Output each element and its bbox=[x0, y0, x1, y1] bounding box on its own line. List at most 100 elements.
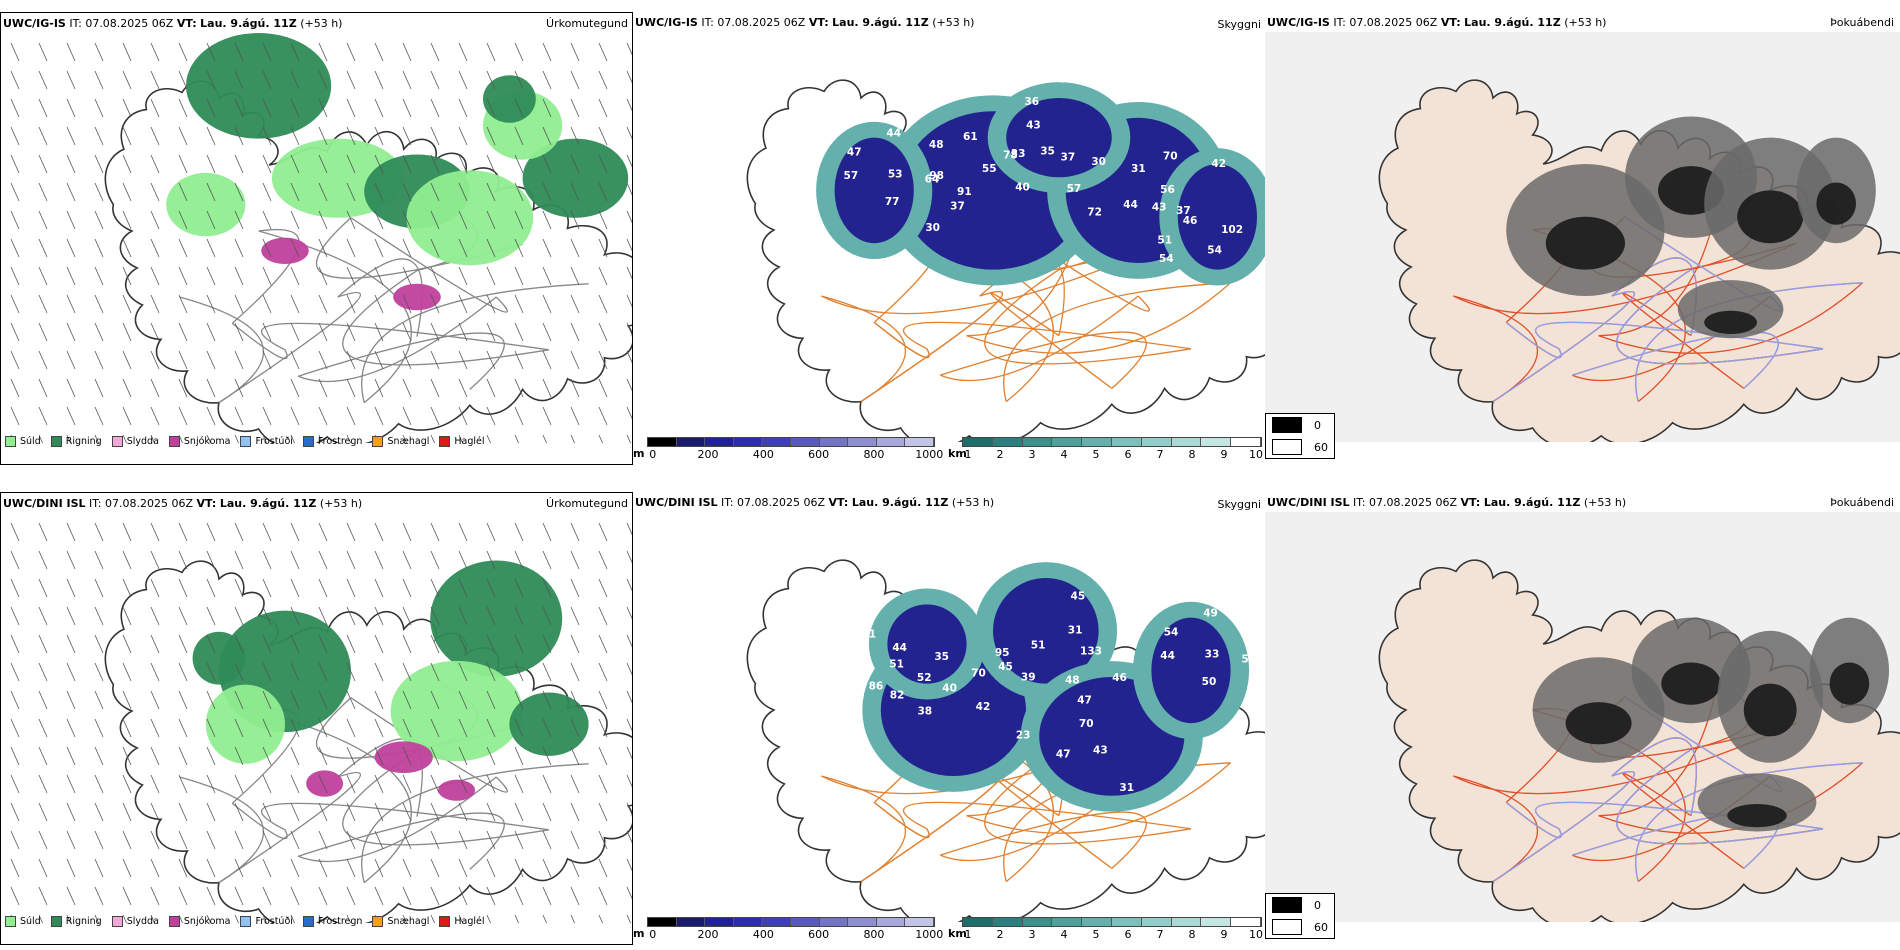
cloud-base-label: 102 bbox=[1221, 224, 1243, 236]
wind-barb bbox=[486, 830, 496, 850]
wind-barb bbox=[122, 914, 127, 923]
wind-barb bbox=[178, 126, 188, 146]
legend-item: Rigning bbox=[50, 916, 102, 927]
wind-barb bbox=[346, 98, 356, 118]
legend-label: Rigning bbox=[65, 436, 102, 447]
ceiling-panel-row2: UWC/DINI ISL IT: 07.08.2025 06Z VT: Lau.… bbox=[633, 492, 1265, 945]
wind-barb bbox=[626, 522, 632, 536]
wind-barb bbox=[374, 378, 384, 398]
cloud-base-label: 37 bbox=[1059, 73, 1074, 85]
wind-barb bbox=[318, 126, 328, 146]
fog-legend-swatch bbox=[1272, 897, 1302, 913]
wind-barb bbox=[150, 718, 160, 738]
wind-barb bbox=[178, 718, 188, 738]
wind-barb bbox=[150, 550, 160, 570]
wind-barb bbox=[94, 690, 104, 710]
wind-barb bbox=[598, 830, 608, 850]
cloud-base-label: 41 bbox=[861, 629, 876, 641]
colorbar-tick-label: 0 bbox=[649, 928, 657, 941]
road bbox=[966, 762, 1232, 834]
wind-barb bbox=[402, 886, 412, 906]
wind-barb bbox=[514, 434, 519, 443]
wind-barb bbox=[626, 690, 632, 704]
wind-barb bbox=[94, 830, 104, 850]
wind-barb bbox=[346, 886, 356, 906]
precip-area bbox=[306, 770, 344, 797]
legend-item: Haglél bbox=[439, 916, 485, 927]
cloud-base-label: 53 bbox=[888, 168, 903, 180]
wind-barb bbox=[206, 746, 216, 766]
wind-barb bbox=[122, 522, 132, 542]
wind-barb bbox=[262, 294, 272, 314]
wind-barb bbox=[178, 746, 188, 766]
wind-barb bbox=[150, 606, 160, 626]
wind-barb bbox=[514, 522, 524, 542]
legend-swatch bbox=[50, 436, 62, 447]
wind-barb bbox=[430, 154, 440, 174]
fog-legend-swatch bbox=[1272, 919, 1302, 935]
wind-barb bbox=[402, 322, 412, 342]
wind-barb bbox=[150, 238, 160, 258]
iceland-landmass: 42 95 46 50 41 39 51 47 54 44 70 48 70 52 86 40 133 23 33 5… bbox=[746, 559, 1265, 922]
wind-barb bbox=[66, 522, 76, 542]
road bbox=[179, 296, 265, 404]
wind-barb bbox=[178, 378, 188, 398]
ceiling-map: 42 95 46 50 41 39 51 47 54 44 70 48 70 52 86 40 133 23 33 5… bbox=[746, 559, 1265, 922]
wind-barb bbox=[374, 126, 384, 146]
wind-barb bbox=[150, 830, 160, 850]
wind-barb bbox=[598, 322, 608, 342]
wind-barb bbox=[290, 802, 300, 822]
ceiling-area bbox=[1151, 617, 1231, 724]
cloud-base-label: 30 bbox=[1091, 156, 1106, 168]
wind-barb bbox=[402, 634, 412, 654]
colorbar-segment bbox=[992, 918, 1023, 926]
wind-barb bbox=[486, 182, 496, 202]
wind-barb bbox=[542, 238, 552, 258]
wind-barb bbox=[486, 154, 496, 174]
wind-barb bbox=[318, 182, 328, 202]
cloud-base-label: 45 bbox=[998, 661, 1013, 673]
wind-barb bbox=[234, 802, 244, 822]
cloud-base-label: 38 bbox=[917, 706, 932, 718]
wind-barb bbox=[150, 182, 160, 202]
wind-barb bbox=[262, 550, 272, 570]
iceland-landmass bbox=[104, 33, 632, 443]
wind-barb bbox=[598, 886, 608, 906]
colorbar-segment bbox=[848, 438, 877, 446]
wind-barb bbox=[94, 210, 104, 230]
legend-item: Rigning bbox=[50, 436, 102, 447]
wind-barb bbox=[66, 378, 76, 398]
wind-barb bbox=[486, 718, 496, 738]
road bbox=[990, 292, 1113, 389]
cloud-base-label: 91 bbox=[957, 186, 972, 198]
wind-barb bbox=[430, 210, 440, 230]
wind-barb bbox=[626, 434, 631, 443]
road bbox=[260, 802, 550, 831]
wind-barb bbox=[598, 802, 608, 822]
cloud-base-label: 37 bbox=[1176, 205, 1191, 217]
wind-barb bbox=[346, 182, 356, 202]
cloud-base-label: 45 bbox=[1070, 591, 1085, 603]
road bbox=[342, 270, 550, 366]
wind-barb bbox=[570, 294, 580, 314]
wind-barb bbox=[626, 350, 632, 364]
wind-barb bbox=[206, 886, 216, 906]
wind-barb bbox=[570, 434, 575, 443]
fog-title: Þokuábendi bbox=[1830, 16, 1894, 29]
colorbar-segment bbox=[1111, 918, 1142, 926]
colorbar-segment bbox=[1171, 438, 1202, 446]
wind-barb bbox=[178, 606, 188, 626]
wind-barb bbox=[178, 522, 188, 542]
wind-barb bbox=[486, 606, 496, 626]
ceiling-area bbox=[1006, 98, 1112, 178]
wind-barb bbox=[542, 294, 552, 314]
wind-barb bbox=[458, 690, 468, 710]
wind-barb bbox=[234, 294, 244, 314]
wind-barb bbox=[10, 634, 20, 654]
wind-barb bbox=[598, 434, 603, 443]
wind-barb bbox=[402, 42, 412, 62]
wind-barb bbox=[94, 42, 104, 62]
wind-barb bbox=[290, 914, 295, 923]
wind-barb bbox=[458, 294, 468, 314]
wind-barb bbox=[374, 550, 384, 570]
